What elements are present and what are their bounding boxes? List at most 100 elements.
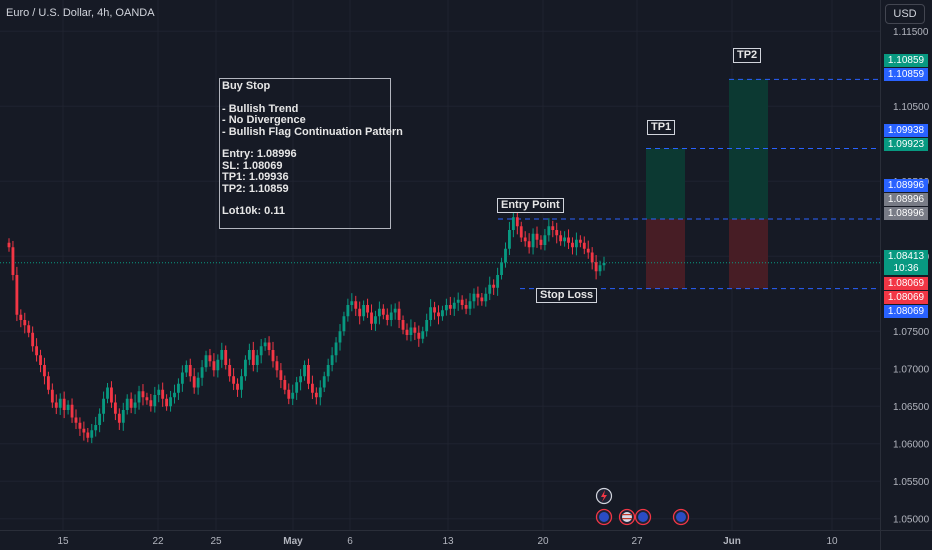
candle-body — [429, 307, 433, 320]
candle — [366, 298, 369, 318]
candle — [35, 338, 39, 362]
candle — [90, 423, 94, 444]
candlestick-series — [7, 210, 606, 444]
candle — [437, 305, 440, 325]
candle — [594, 255, 598, 280]
candle-body — [310, 383, 314, 393]
candle-body — [488, 284, 492, 294]
candle — [78, 417, 82, 436]
x-tick-label: 27 — [631, 536, 643, 547]
candle — [598, 260, 602, 276]
candle-body — [121, 410, 125, 423]
candle — [590, 247, 594, 270]
candle — [314, 387, 318, 405]
loss-zone-1 — [646, 219, 685, 289]
candle — [417, 325, 421, 347]
candle-body — [307, 365, 310, 384]
candle — [259, 339, 263, 364]
candle — [500, 257, 503, 280]
candle — [129, 392, 133, 414]
candle — [468, 293, 472, 316]
candle — [232, 368, 236, 391]
candle-body — [504, 248, 507, 263]
grid-layer — [0, 0, 880, 530]
entry-point-label[interactable]: Entry Point — [497, 198, 564, 213]
candle-body — [571, 242, 574, 248]
candle-body — [15, 275, 19, 315]
candle-body — [27, 325, 31, 333]
trade-note: Buy Stop - Bullish Trend - No Divergence… — [219, 78, 403, 229]
candle — [98, 408, 102, 433]
candle-body — [216, 359, 220, 371]
tp1-label[interactable]: TP1 — [647, 120, 676, 135]
candle — [86, 428, 90, 443]
candle — [192, 368, 196, 394]
candle-body — [137, 391, 141, 403]
candle-body — [425, 320, 429, 332]
candle-body — [405, 329, 409, 335]
candle-body — [590, 252, 594, 263]
candle-body — [531, 233, 535, 248]
candle — [121, 402, 125, 431]
candle-body — [39, 355, 42, 365]
candle-body — [413, 327, 417, 333]
candle-body — [441, 310, 444, 317]
candle-body — [66, 404, 70, 410]
candle-body — [299, 376, 303, 383]
candle-body — [578, 239, 582, 243]
candle-body — [417, 332, 421, 339]
candle-body — [196, 377, 200, 388]
y-tick-label: 1.11500 — [893, 27, 929, 38]
candle-body — [62, 398, 66, 410]
candle — [452, 297, 456, 316]
candle-body — [385, 314, 389, 320]
candle-body — [468, 301, 472, 309]
candle-body — [236, 383, 239, 390]
candle — [539, 235, 543, 250]
candle — [515, 210, 519, 235]
candle-body — [389, 312, 393, 320]
profit-zone-2 — [729, 79, 768, 220]
candle-body — [397, 308, 401, 320]
candle-body — [169, 397, 172, 407]
stop-loss-label[interactable]: Stop Loss — [536, 288, 598, 303]
tp2-label[interactable]: TP2 — [733, 48, 762, 63]
candle-body — [7, 242, 11, 248]
candle-body — [291, 392, 295, 399]
candle-body — [330, 355, 334, 365]
note-tp1: TP1: 1.09936 — [222, 171, 289, 183]
currency-button[interactable]: USD — [885, 4, 925, 24]
candle-body — [267, 342, 271, 350]
candle — [602, 256, 606, 271]
lightning-icon — [601, 490, 607, 502]
profit-zone-1 — [646, 148, 685, 220]
candle-body — [200, 367, 204, 378]
candle — [46, 371, 50, 395]
y-tick-label: 1.07500 — [893, 327, 930, 338]
candle-body — [342, 316, 346, 332]
candle-body — [208, 355, 212, 362]
x-tick-label: 13 — [442, 536, 454, 547]
candle-body — [255, 355, 259, 365]
candle — [125, 394, 129, 415]
candle — [448, 296, 452, 316]
candle — [346, 298, 350, 322]
candle — [586, 240, 590, 259]
candle-body — [259, 346, 263, 356]
candle — [267, 336, 271, 356]
candle-body — [362, 305, 366, 317]
candle — [263, 338, 267, 351]
candle-body — [421, 331, 425, 339]
candle — [299, 369, 303, 391]
candle — [310, 375, 314, 400]
candle-body — [247, 350, 251, 360]
candle — [102, 391, 105, 422]
candle-body — [511, 217, 515, 230]
candle — [460, 295, 464, 310]
candle-body — [555, 230, 559, 236]
x-tick-label: May — [283, 536, 303, 547]
candle — [27, 320, 31, 338]
note-bullet-pattern: - Bullish Flag Continuation Pattern — [222, 125, 403, 138]
candle-body — [543, 235, 547, 245]
